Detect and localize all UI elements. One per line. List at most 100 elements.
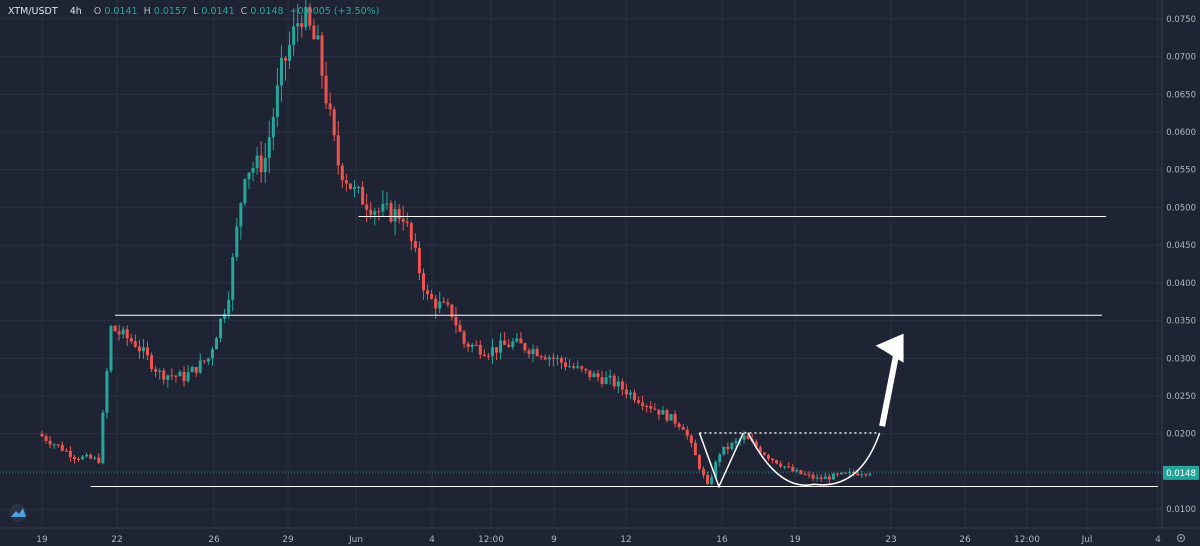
candle-body (174, 375, 178, 377)
price-tick-label: 0.0700 (1166, 53, 1196, 63)
candle-body (714, 461, 718, 478)
candle-body (101, 412, 105, 463)
candle-body (856, 473, 860, 476)
candle-body (369, 209, 373, 215)
candle-body (450, 304, 454, 317)
candle-body (710, 477, 714, 484)
candle-body (783, 466, 787, 468)
candle-body (551, 357, 555, 359)
candle-body (531, 349, 535, 354)
candle-body (722, 446, 726, 455)
candle-body (641, 402, 645, 407)
candle-body (726, 446, 730, 449)
candle-body (795, 470, 799, 472)
candle-body (129, 338, 133, 342)
time-tick-label: 29 (282, 535, 294, 545)
candle-body (791, 466, 795, 472)
candle-body (819, 477, 823, 479)
price-scale[interactable] (1162, 0, 1200, 546)
candle-body (564, 362, 568, 367)
time-tick-label: 26 (208, 535, 220, 545)
candle-body (113, 325, 117, 332)
high-label: H (144, 6, 151, 17)
candle-body (499, 340, 503, 353)
candle-body (288, 44, 292, 61)
low-value: 0.0141 (201, 6, 234, 17)
candle-body (458, 325, 462, 332)
annotations (0, 215, 1162, 489)
candle-body (649, 406, 653, 409)
candle-body (665, 410, 669, 421)
candle-body (430, 294, 434, 299)
candle-body (486, 355, 490, 357)
interval-label: 4h (70, 6, 82, 17)
candle-body (442, 301, 446, 303)
candle-body (190, 366, 194, 373)
candle-body (215, 338, 219, 350)
candle-body (657, 409, 661, 415)
candle-body (637, 400, 641, 403)
candle-body (267, 137, 271, 158)
candle-body (669, 414, 673, 421)
candle-body (523, 343, 527, 351)
candle-body (198, 360, 202, 373)
candle-body (377, 211, 381, 213)
candle-body (235, 226, 239, 258)
candle-body (653, 408, 657, 410)
candle-body (210, 349, 214, 359)
last-price-tag: 0.0148 (1163, 465, 1199, 480)
candle-body (839, 472, 843, 475)
candle-body (576, 366, 580, 368)
candle-body (758, 447, 762, 453)
time-tick-label: 9 (551, 535, 557, 545)
candle-body (393, 209, 397, 222)
candle-body (348, 183, 352, 189)
candle-body (89, 454, 93, 459)
candle-body (831, 473, 835, 480)
time-tick-label: 23 (885, 535, 896, 545)
time-tick-label: 22 (111, 535, 122, 545)
price-tick-label: 0.0400 (1166, 279, 1196, 289)
candle-body (689, 435, 693, 443)
time-tick-label: Jul (1081, 535, 1093, 545)
candle-body (811, 474, 815, 479)
candle-body (251, 167, 255, 173)
candle-body (182, 371, 186, 382)
candle-body (365, 204, 369, 210)
candle-body (519, 338, 523, 344)
candle-body (40, 433, 44, 437)
candle-body (673, 414, 677, 424)
time-tick-label: 16 (716, 535, 728, 545)
candle-body (397, 209, 401, 219)
candle-body (681, 427, 685, 430)
candle-body (775, 459, 779, 464)
tradingview-logo-icon[interactable] (9, 504, 27, 522)
candle-body (547, 357, 551, 360)
price-tick-label: 0.0550 (1166, 166, 1196, 176)
candle-body (324, 75, 328, 104)
candle-body (584, 368, 588, 371)
candle-body (97, 457, 101, 463)
candle-body (381, 203, 385, 212)
candle-body (413, 241, 417, 249)
candle-body (373, 211, 377, 215)
price-tick-label: 0.0450 (1166, 241, 1196, 251)
candle-body (275, 85, 279, 117)
candle-body (93, 457, 97, 459)
candle-body (779, 463, 783, 467)
candle-body (133, 341, 137, 347)
symbol-header[interactable]: XTM/USDT 4h O 0.0141 H 0.0157 L 0.0141 C… (8, 6, 379, 17)
price-tick-label: 0.0500 (1166, 203, 1196, 213)
gear-icon[interactable] (1176, 533, 1186, 543)
candle-body (746, 435, 750, 440)
price-tick-label: 0.0100 (1166, 505, 1196, 515)
candle-body (64, 450, 68, 452)
last-price-value: 0.0148 (1166, 469, 1196, 479)
candle-body (206, 358, 210, 362)
change-value: +0.0005 (+3.50%) (290, 6, 380, 17)
time-scale-ticks[interactable]: 19 22 26 29 Jun 4 12:00 9 12 16 19 23 26 12:00 Jul 4 (36, 535, 1161, 545)
candle-body (109, 325, 113, 371)
candle-body (592, 373, 596, 378)
